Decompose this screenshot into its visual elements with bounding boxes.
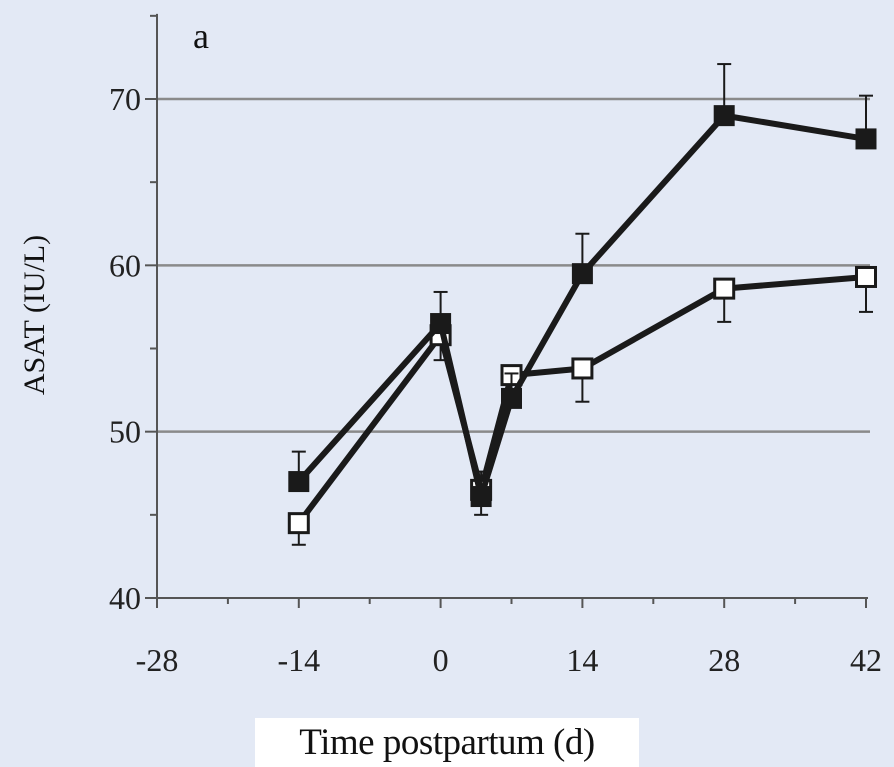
y-tick-label: 70 bbox=[109, 81, 141, 117]
x-tick-label: -14 bbox=[277, 642, 320, 678]
data-point bbox=[501, 387, 522, 409]
data-point bbox=[287, 512, 310, 535]
x-tick-label: 14 bbox=[566, 642, 598, 678]
data-point bbox=[430, 313, 452, 335]
y-tick-label: 50 bbox=[109, 414, 141, 450]
x-axis-label-box: Time postpartum (d) bbox=[255, 718, 639, 767]
tick-labels: 40 50 60 70 -28 -14 0 14 28 42 bbox=[109, 81, 882, 678]
gridlines bbox=[157, 97, 870, 433]
x-tick-label: -28 bbox=[136, 642, 179, 678]
y-axis-label: ASAT (IU/L) bbox=[18, 235, 51, 395]
x-tick-label: 42 bbox=[850, 642, 882, 678]
data-point bbox=[855, 265, 877, 288]
series-open bbox=[287, 265, 877, 546]
series-line bbox=[296, 112, 867, 500]
y-tick-label: 40 bbox=[109, 580, 141, 616]
x-tick-label: 28 bbox=[708, 642, 740, 678]
data-point bbox=[713, 105, 735, 127]
x-tick-label: 0 bbox=[433, 642, 449, 678]
data-point bbox=[571, 357, 594, 380]
data-point bbox=[713, 277, 736, 300]
data-point bbox=[571, 263, 593, 285]
axes bbox=[145, 13, 868, 608]
data-point bbox=[288, 471, 310, 493]
x-axis-label: Time postpartum (d) bbox=[299, 722, 595, 763]
panel-label: a bbox=[193, 16, 209, 56]
y-tick-label: 60 bbox=[109, 247, 141, 283]
series-filled bbox=[288, 63, 877, 508]
data-point bbox=[855, 128, 877, 150]
series-layer bbox=[287, 63, 877, 546]
data-point bbox=[470, 486, 492, 508]
